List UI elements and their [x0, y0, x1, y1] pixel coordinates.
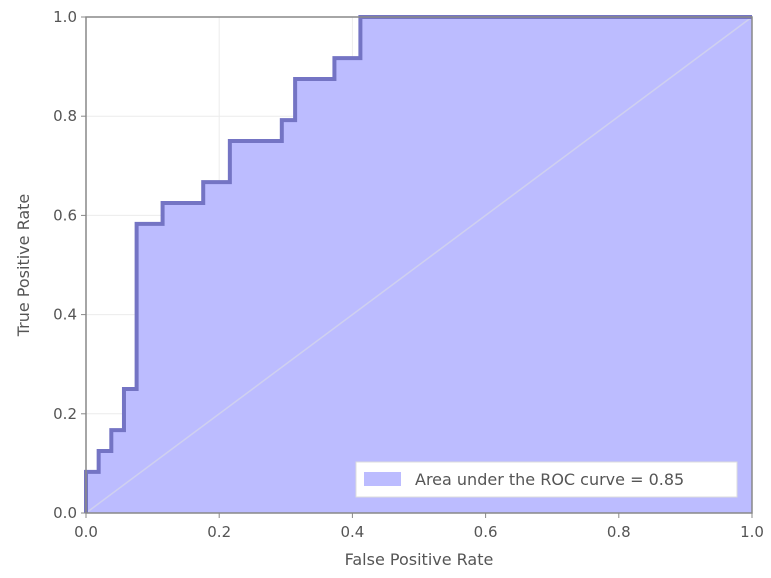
reference-diagonal — [85, 16, 753, 514]
y-axis-ticks: 0.0 0.2 0.4 0.6 0.8 1.0 — [53, 8, 86, 522]
y-tick-label-4: 0.8 — [53, 107, 77, 125]
y-tick-label-1: 0.2 — [53, 405, 77, 423]
x-axis-label: False Positive Rate — [345, 550, 494, 569]
x-tick-label-2: 0.4 — [340, 523, 364, 541]
x-tick-label-5: 1.0 — [740, 523, 764, 541]
roc-curve-line — [84, 15, 752, 513]
plot-frame — [85, 16, 753, 514]
legend-label: Area under the ROC curve = 0.85 — [415, 470, 684, 489]
legend-swatch — [364, 472, 401, 486]
x-tick-label-4: 0.8 — [607, 523, 631, 541]
y-tick-label-3: 0.6 — [53, 206, 77, 224]
legend: Area under the ROC curve = 0.85 — [355, 461, 738, 498]
x-tick-label-0: 0.0 — [74, 523, 98, 541]
legend-box — [355, 461, 738, 498]
axes-frame — [85, 16, 753, 514]
y-axis-label: True Positive Rate — [14, 194, 33, 338]
y-tick-label-2: 0.4 — [53, 306, 77, 324]
reference-line — [85, 16, 753, 514]
y-tick-label-5: 1.0 — [53, 8, 77, 26]
y-tick-label-0: 0.0 — [53, 504, 77, 522]
x-tick-label-1: 0.2 — [207, 523, 231, 541]
roc-curve — [84, 15, 752, 513]
x-tick-label-3: 0.6 — [474, 523, 498, 541]
x-axis-ticks: 0.0 0.2 0.4 0.6 0.8 1.0 — [74, 513, 764, 541]
